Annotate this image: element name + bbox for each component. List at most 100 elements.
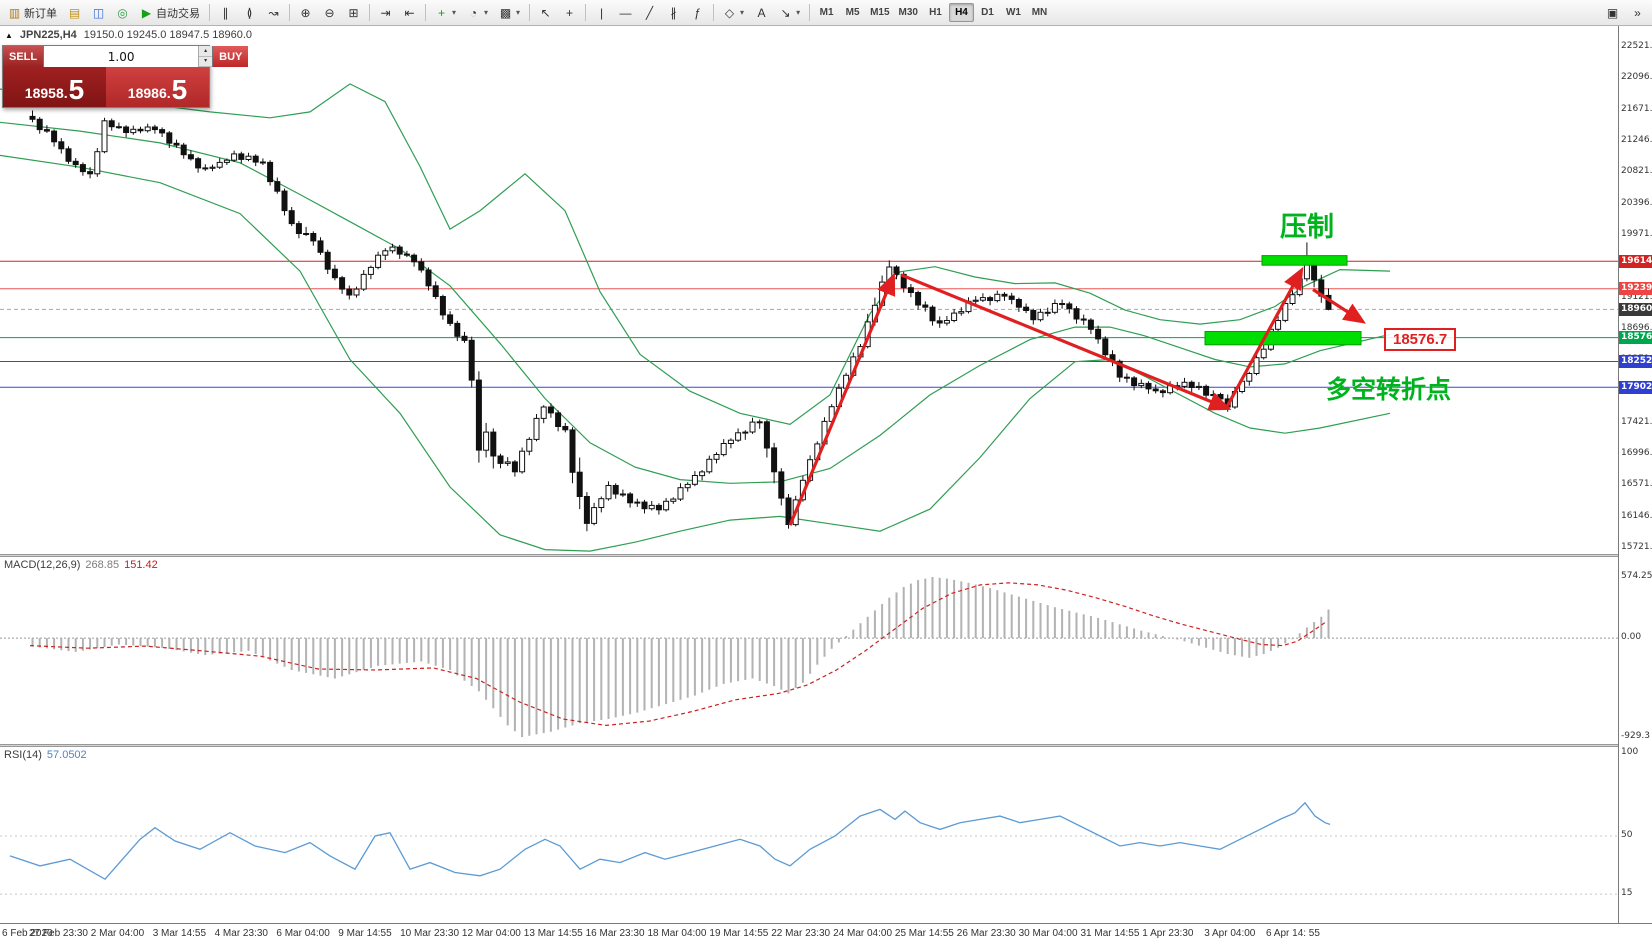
time-tick-label: 19 Mar 14:55	[709, 928, 769, 939]
pivot-annotation[interactable]: 多空转折点	[1326, 376, 1452, 404]
zoom-out-button[interactable]: ⊖	[318, 2, 341, 23]
sell-button[interactable]: SELL	[3, 46, 45, 67]
autotrading-button[interactable]: ▶ 自动交易	[135, 2, 205, 23]
bar-chart-button[interactable]: ∥	[214, 2, 237, 23]
zoom-in-button[interactable]: ⊕	[294, 2, 317, 23]
buy-button[interactable]: BUY	[212, 46, 249, 67]
ohlc-values: 19150.0 19245.0 18947.5 18960.0	[83, 29, 253, 41]
navigator-button[interactable]: ◎	[111, 2, 134, 23]
buy-price-main: 18986.	[127, 85, 171, 101]
shapes-icon: ◇	[724, 5, 735, 20]
panel-resize-handle[interactable]	[0, 554, 1652, 557]
line-chart-button[interactable]: ↝	[262, 2, 285, 23]
fibonacci-button[interactable]: ƒ	[686, 2, 709, 23]
price-axis[interactable]: 22521.5 22096.5 21671.5 21246.5 20821.5 20396…	[1618, 26, 1652, 923]
horizontal-level-lines[interactable]	[0, 260, 1618, 388]
zoom-in-icon: ⊕	[300, 5, 311, 20]
price-chart-canvas[interactable]	[0, 26, 1618, 554]
chart-shift-button[interactable]: ⇤	[398, 2, 421, 23]
vertical-line-button[interactable]: |	[590, 2, 613, 23]
price-tag: 19614.0	[1619, 254, 1652, 268]
buy-price[interactable]: 18986. 5	[106, 67, 209, 107]
zoom-out-icon: ⊖	[324, 5, 335, 20]
rsi-tick-label: 50	[1621, 830, 1633, 840]
toolbar-separator	[585, 4, 587, 21]
chevron-down-icon: ▾	[796, 8, 801, 17]
price-tick-label: 18696.5	[1621, 322, 1652, 333]
timeframe-d1-button[interactable]: D1	[975, 3, 1000, 22]
time-tick-label: 13 Mar 14:55	[523, 928, 583, 939]
time-tick-label: 3 Mar 14:55	[152, 928, 207, 939]
sell-price-main: 18958.	[24, 85, 68, 101]
crosshair-icon: +	[566, 5, 574, 20]
new-order-button[interactable]: ▥ 新订单	[3, 2, 62, 23]
text-icon: A	[757, 5, 766, 20]
price-tick-label: 21671.5	[1621, 103, 1652, 114]
candlestick-series[interactable]	[29, 110, 1332, 532]
time-tick-label: 6 Apr 14: 55	[1266, 928, 1320, 939]
data-window-button[interactable]: ◫	[87, 2, 110, 23]
rsi-label: RSI(14) 57.0502	[4, 749, 87, 761]
timeframe-w1-button[interactable]: W1	[1001, 3, 1026, 22]
cursor-button[interactable]: ↖	[534, 2, 557, 23]
indicators-button[interactable]: + ▾	[430, 2, 461, 23]
channel-button[interactable]: ∦	[662, 2, 685, 23]
scroll-to-end-button[interactable]: ⇥	[374, 2, 397, 23]
sell-price[interactable]: 18958. 5	[3, 67, 106, 107]
line-chart-icon: ↝	[268, 5, 279, 20]
horizontal-line-button[interactable]: —	[614, 2, 637, 23]
toolbar-separator	[713, 4, 715, 21]
price-tick-label: 21246.5	[1621, 134, 1652, 145]
autotrading-button-label: 自动交易	[156, 7, 200, 20]
tile-windows-icon: ⊞	[348, 5, 359, 20]
highlight-rectangles[interactable]	[1204, 255, 1362, 346]
toolbar-separator	[209, 4, 210, 21]
chart-area: ▲ JPN225,H4 19150.0 19245.0 18947.5 1896…	[0, 26, 1618, 554]
timeframe-h1-button[interactable]: H1	[923, 3, 948, 22]
time-axis[interactable]: 6 Feb 2020 27 Feb 23:30 2 Mar 04:00 3 Mar 1…	[0, 923, 1652, 947]
trendline-button[interactable]: ╱	[638, 2, 661, 23]
resistance-annotation[interactable]: 压制	[1280, 212, 1334, 242]
one-click-top-row: SELL ▴ ▾ BUY	[3, 46, 249, 67]
timeframe-h4-button[interactable]: H4	[948, 3, 974, 22]
macd-histogram	[31, 577, 1330, 737]
volume-down-button[interactable]: ▾	[199, 56, 213, 67]
market-watch-icon: ▤	[68, 5, 81, 20]
one-click-trading-panel: SELL ▴ ▾ BUY 18958. 5 18986. 5	[2, 45, 249, 108]
timeframe-m1-button[interactable]: M1	[814, 3, 839, 22]
oneclick-collapse-toggle[interactable]: ▲	[5, 30, 13, 40]
level-price-annotation[interactable]: 18576.7	[1384, 328, 1457, 351]
macd-label: MACD(12,26,9) 268.85 151.42	[4, 559, 158, 571]
arrows-button[interactable]: ↘ ▾	[774, 2, 805, 23]
rsi-tick-label: 100	[1621, 747, 1639, 757]
volume-input[interactable]	[44, 46, 199, 67]
trend-arrows[interactable]	[788, 266, 1367, 526]
shapes-button[interactable]: ◇ ▾	[718, 2, 749, 23]
tile-windows-button[interactable]: ⊞	[342, 2, 365, 23]
candlestick-chart-button[interactable]: ≬	[238, 2, 261, 23]
price-tick-label: 16146.5	[1621, 510, 1652, 521]
price-tick-label: 15721.5	[1621, 542, 1652, 552]
volume-spinner: ▴ ▾	[198, 46, 213, 67]
crosshair-button[interactable]: +	[558, 2, 581, 23]
print-button[interactable]: ▣	[1601, 2, 1624, 23]
panel-resize-handle[interactable]	[0, 744, 1652, 747]
toolbar-separator	[529, 4, 531, 21]
autotrading-icon: ▶	[141, 5, 152, 20]
time-tick-label: 3 Apr 04:00	[1204, 928, 1256, 939]
timeframe-m5-button[interactable]: M5	[840, 3, 865, 22]
templates-button[interactable]: ▩ ▾	[494, 2, 525, 23]
overflow-button[interactable]: »	[1626, 2, 1649, 23]
timeframe-m15-button[interactable]: M15	[866, 3, 893, 22]
volume-up-button[interactable]: ▴	[199, 46, 213, 57]
market-watch-button[interactable]: ▤	[63, 2, 86, 23]
timeframe-mn-button[interactable]: MN	[1027, 3, 1052, 22]
macd-chart-canvas[interactable]	[0, 557, 1618, 744]
timeframe-m30-button[interactable]: M30	[895, 3, 922, 22]
text-button[interactable]: A	[750, 2, 773, 23]
periods-button[interactable]: ◔ ▾	[462, 2, 493, 23]
rsi-chart-canvas[interactable]	[0, 747, 1618, 923]
volume-control: ▴ ▾	[44, 46, 213, 67]
horizontal-line-icon: —	[619, 5, 632, 20]
